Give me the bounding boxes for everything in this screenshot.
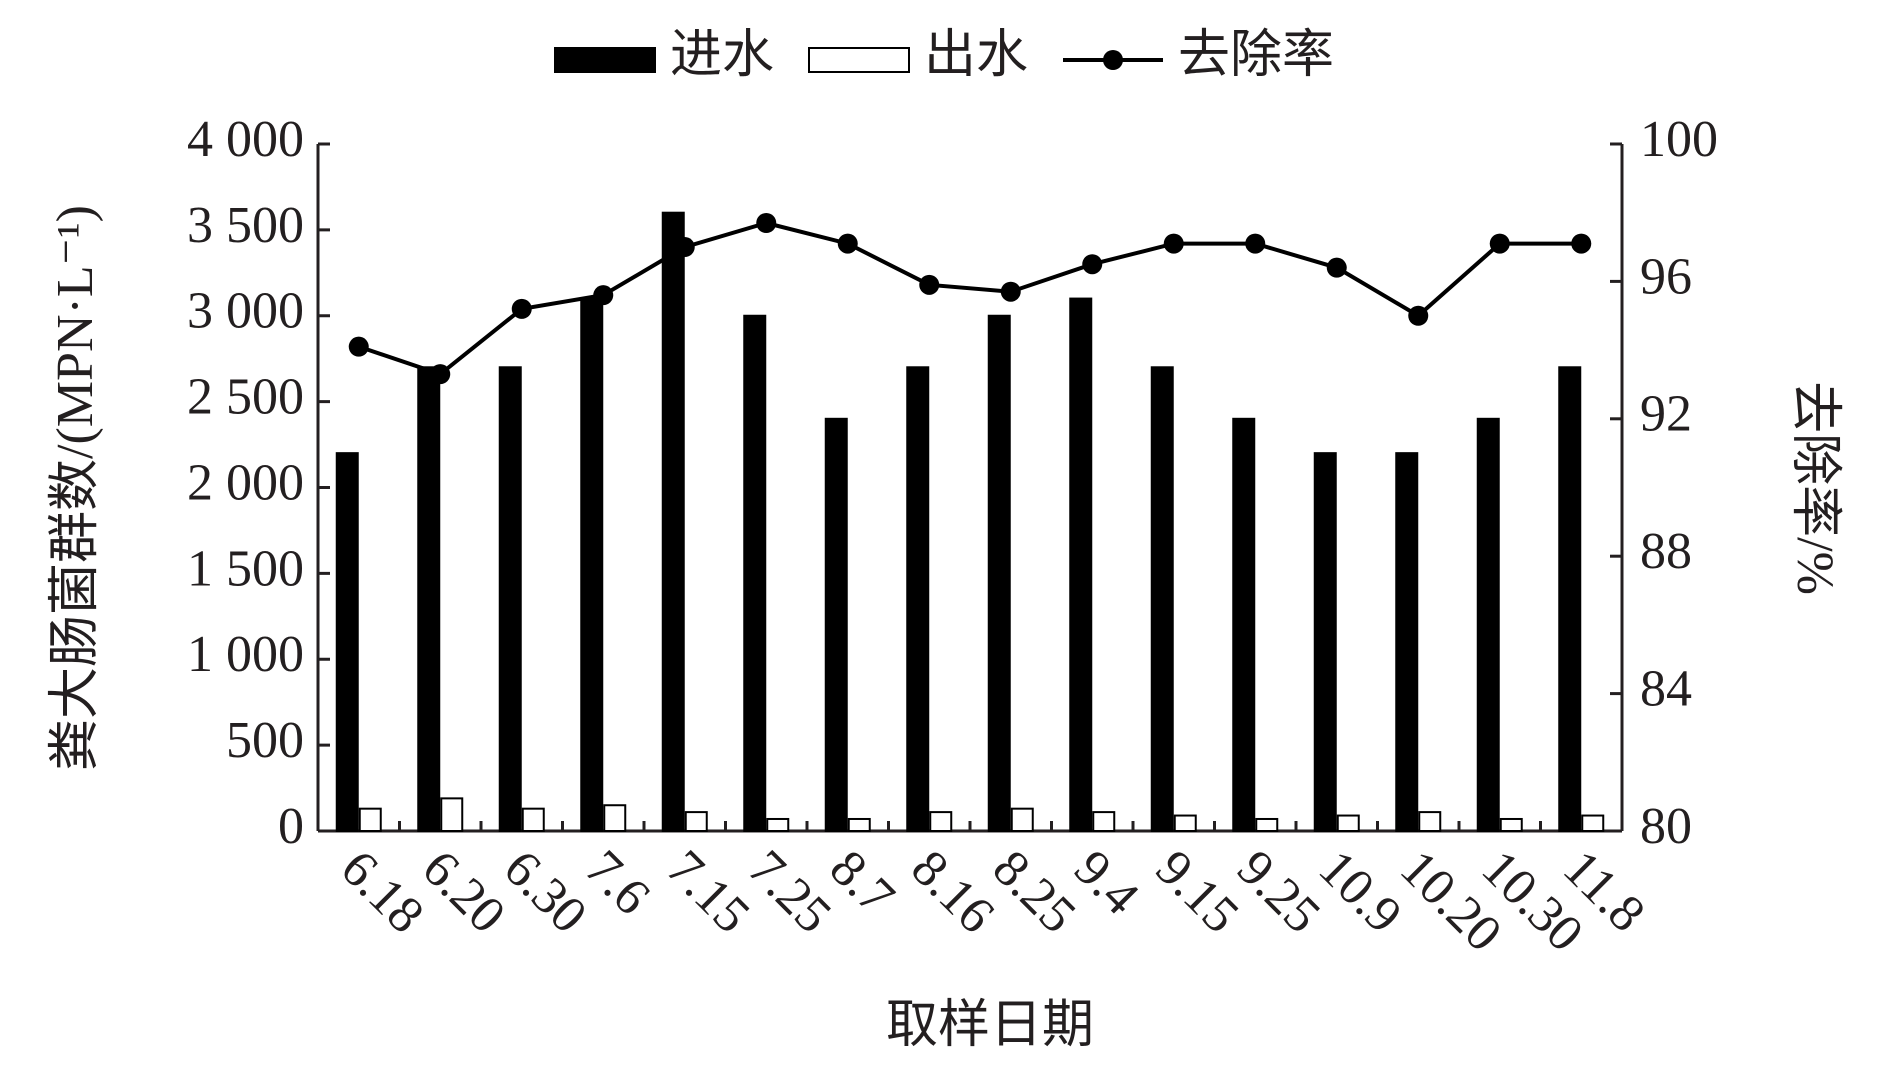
marker [919,274,940,295]
bar [1499,817,1523,832]
bar [661,211,685,832]
marker [837,233,858,254]
bar [1581,814,1605,832]
x-tick-label: 6.30 [493,840,598,945]
y2-axis-title: 去除率/% [1786,381,1843,595]
bar [1418,811,1442,832]
legend-label: 去除率 [1178,27,1334,84]
x-tick-label: 6.20 [411,840,516,945]
marker [1163,233,1184,254]
bar [417,366,441,832]
bar [1336,814,1360,832]
y-tick-label: 1 500 [187,540,304,597]
x-tick-label: 7.25 [737,840,842,945]
y-axis-title: 粪大肠菌群数/(MPN·L⁻¹) [47,205,104,771]
y2-tick-label: 96 [1640,248,1692,305]
bar [1313,452,1337,832]
bar [766,817,790,832]
y2-tick-label: 100 [1640,111,1718,168]
marker [430,364,451,385]
x-tick-label: 8.25 [982,840,1087,945]
bar [1476,417,1500,832]
bar [929,811,953,832]
bar [847,817,871,832]
bar [906,366,930,832]
marker [1408,305,1429,326]
legend-swatch [554,47,656,73]
y-tick-label: 1 000 [187,626,304,683]
marker [674,237,695,258]
bar [1558,366,1582,832]
x-tick-label: 6.18 [330,840,435,945]
bar [603,804,627,832]
bar [1010,807,1034,832]
y-tick-label: 3 000 [187,283,304,340]
bar [1069,297,1093,832]
y-tick-label: 500 [226,712,304,769]
bar [743,314,767,832]
x-tick-label: 9.15 [1145,840,1250,945]
bar [440,797,464,832]
bar [358,807,382,832]
bar [521,807,545,832]
marker [348,336,369,357]
y-tick-label: 3 500 [187,197,304,254]
bar [824,417,848,832]
marker [1571,233,1592,254]
bar [684,811,708,832]
bar [987,314,1011,832]
line [358,220,1582,377]
bar [1232,417,1256,832]
marker [1489,233,1510,254]
bar [1150,366,1174,832]
y2-tick-label: 92 [1640,386,1692,443]
marker [1326,257,1347,278]
y-tick-label: 0 [278,798,304,855]
bar [1255,817,1279,832]
y-tick-label: 2 000 [187,454,304,511]
bar [498,366,522,832]
bar [335,452,359,832]
marker [593,285,614,306]
marker [1082,254,1103,275]
x-axis-title: 取样日期 [886,997,1094,1054]
marker [1000,281,1021,302]
marker [756,213,777,234]
marker [511,298,532,319]
legend-label: 出水 [924,27,1028,84]
y-tick-label: 4 000 [187,111,304,168]
bar [1092,811,1116,832]
x-tick-label: 9.25 [1226,840,1331,945]
x-tick-label: 10.9 [1308,840,1413,945]
x-tick-label: 7.15 [656,840,761,945]
legend-swatch [808,47,910,73]
legend-label: 进水 [670,27,774,84]
bar [580,297,604,832]
y2-tick-label: 88 [1640,523,1692,580]
bar [1173,814,1197,832]
y-tick-label: 2 500 [187,369,304,426]
y2-tick-label: 80 [1640,798,1692,855]
marker [1245,233,1266,254]
y2-tick-label: 84 [1640,661,1692,718]
legend-swatch [1103,50,1123,70]
bar [1395,452,1419,832]
x-tick-label: 8.16 [900,840,1005,945]
